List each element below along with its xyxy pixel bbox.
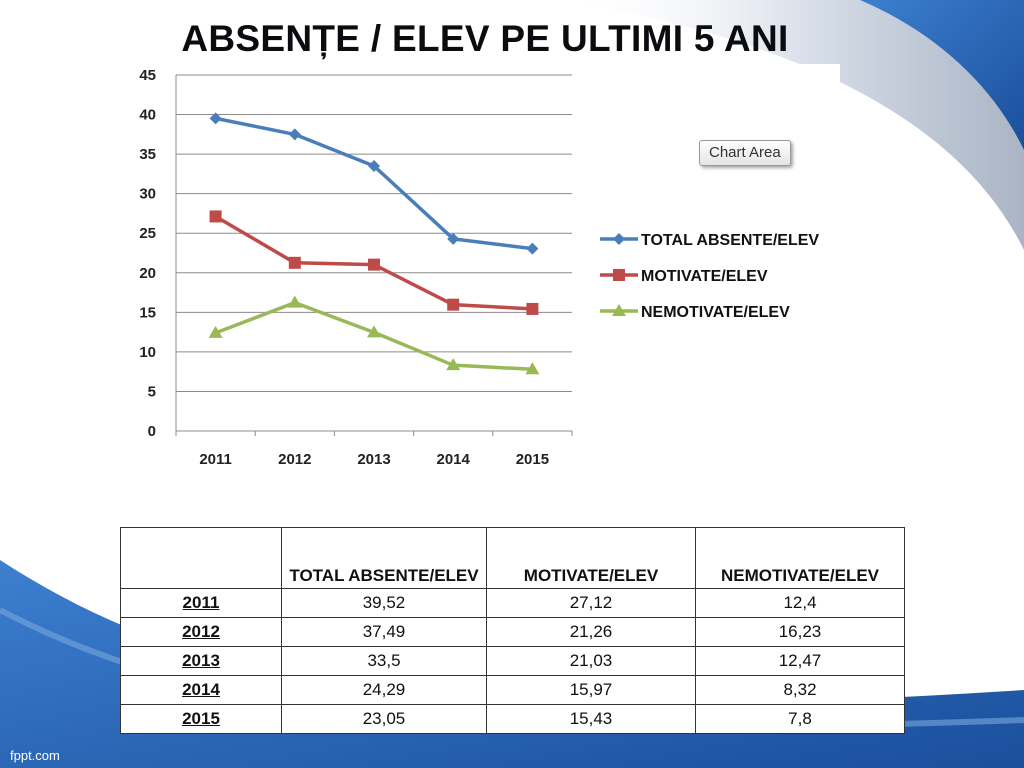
y-tick-label: 40 <box>139 107 156 124</box>
y-tick-label: 30 <box>139 186 156 203</box>
y-tick-label: 5 <box>148 383 156 400</box>
table-cell: 21,03 <box>486 646 696 676</box>
table-cell: 8,32 <box>695 675 905 705</box>
data-point <box>525 362 540 375</box>
data-point <box>368 258 380 271</box>
chart-area[interactable]: 0 5 10 15 20 25 30 35 40 45 2011 2012 2013 2014 2015 TO… <box>129 64 840 488</box>
table-cell: 27,12 <box>486 588 696 618</box>
table-cell: 12,4 <box>695 588 905 618</box>
table-cell: 39,52 <box>281 588 487 618</box>
table-cell: 12,47 <box>695 646 905 676</box>
data-point <box>526 302 539 315</box>
table-header-cell: MOTIVATE/ELEV <box>486 527 696 589</box>
table-cell: 15,43 <box>486 704 696 734</box>
data-point <box>209 112 222 125</box>
y-tick-label: 10 <box>139 344 156 361</box>
x-tick-label: 2011 <box>199 451 232 468</box>
legend-marker <box>612 304 626 316</box>
table-row: 2013 33,5 21,03 12,47 <box>120 646 905 676</box>
slide-title: ABSENȚE / ELEV PE ULTIMI 5 ANI <box>181 18 789 59</box>
x-tick-label: 2015 <box>516 451 549 468</box>
data-point <box>209 210 222 223</box>
line-chart: 0 5 10 15 20 25 30 35 40 45 2011 2012 2013 2014 2015 TO… <box>139 67 819 468</box>
table-row: 2011 39,52 27,12 12,4 <box>120 588 905 618</box>
table-cell: 21,26 <box>486 617 696 647</box>
table-cell: 15,97 <box>486 675 696 705</box>
legend-marker <box>613 233 625 245</box>
data-point <box>526 242 539 255</box>
table-cell: 23,05 <box>281 704 487 734</box>
table-header-row: TOTAL ABSENTE/ELEV MOTIVATE/ELEV NEMOTIV… <box>120 527 905 589</box>
table-cell: 16,23 <box>695 617 905 647</box>
y-tick-label: 45 <box>139 67 156 84</box>
footer-brand: fppt.com <box>10 748 60 763</box>
y-tick-label: 35 <box>139 146 156 163</box>
legend-label: NEMOTIVATE/ELEV <box>641 304 790 321</box>
table-cell-year: 2012 <box>120 617 282 647</box>
x-tick-label: 2013 <box>357 451 390 468</box>
data-point <box>447 298 460 311</box>
table-header-cell <box>120 527 282 589</box>
table-row: 2014 24,29 15,97 8,32 <box>120 675 905 705</box>
data-point <box>367 325 381 338</box>
table-row: 2015 23,05 15,43 7,8 <box>120 704 905 734</box>
table-cell-year: 2013 <box>120 646 282 676</box>
x-tick-label: 2012 <box>278 451 311 468</box>
table-row: 2012 37,49 21,26 16,23 <box>120 617 905 647</box>
table-header-cell: TOTAL ABSENTE/ELEV <box>281 527 487 589</box>
data-point <box>368 159 380 172</box>
table-cell: 24,29 <box>281 675 487 705</box>
table-cell-year: 2011 <box>120 588 282 618</box>
y-tick-label: 0 <box>148 423 156 440</box>
data-point <box>288 256 301 269</box>
legend-marker <box>613 269 625 281</box>
table-cell: 37,49 <box>281 617 487 647</box>
data-point <box>446 358 461 371</box>
x-tick-label: 2014 <box>437 451 471 468</box>
y-tick-label: 25 <box>139 225 156 242</box>
chart-area-tooltip: Chart Area <box>699 140 791 166</box>
legend-label: TOTAL ABSENTE/ELEV <box>641 232 819 249</box>
table-cell-year: 2015 <box>120 704 282 734</box>
table-cell: 33,5 <box>281 646 487 676</box>
table-cell: 7,8 <box>695 704 905 734</box>
table-cell-year: 2014 <box>120 675 282 705</box>
data-point <box>287 295 302 308</box>
y-tick-label: 15 <box>139 304 156 321</box>
table-header-cell: NEMOTIVATE/ELEV <box>695 527 905 589</box>
data-point <box>208 325 223 338</box>
legend-label: MOTIVATE/ELEV <box>641 268 768 285</box>
data-table: TOTAL ABSENTE/ELEV MOTIVATE/ELEV NEMOTIV… <box>120 527 905 734</box>
y-tick-label: 20 <box>139 265 156 282</box>
series-line <box>215 116 533 251</box>
data-point <box>447 232 460 245</box>
data-point <box>288 128 301 141</box>
